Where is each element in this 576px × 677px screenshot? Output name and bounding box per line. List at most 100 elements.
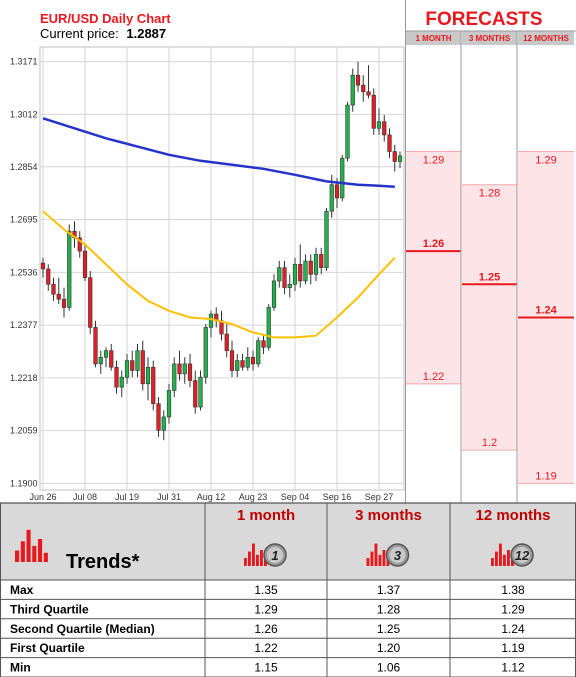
x-axis-ticks: Jun 26 Jul 08 Jul 19 Jul 31 Aug 12 Aug 23 Sep … (29, 492, 393, 502)
row-value: 1.24 (501, 622, 525, 636)
candle-body-down (83, 251, 87, 278)
row-label: Min (10, 661, 31, 675)
candle-body-up (267, 307, 271, 347)
candle-body-down (193, 380, 197, 407)
candle-body-down (309, 261, 313, 274)
x-tick-label: Sep 16 (323, 492, 352, 502)
forecast-band (406, 152, 461, 384)
candle-body-up (204, 327, 208, 377)
candle-body-up (256, 341, 260, 364)
candle-body-up (288, 284, 292, 287)
x-tick-label: Jul 19 (115, 492, 139, 502)
period-badge-icon: 12 (511, 544, 533, 566)
y-tick-label: 1.2536 (10, 267, 38, 277)
bar-glyph (260, 550, 263, 566)
bar-glyph (44, 553, 48, 562)
forecast-column-label: 3 MONTHS (469, 34, 511, 43)
y-tick-label: 1.2218 (10, 373, 38, 383)
candle-body-down (94, 327, 98, 364)
candle-body-up (104, 351, 108, 358)
bar-glyph (248, 552, 251, 566)
candle-body-up (293, 264, 297, 284)
candle-body-down (298, 264, 302, 281)
row-value: 1.38 (501, 583, 525, 597)
current-price-value: 1.2887 (126, 26, 166, 41)
candle-body-up (136, 351, 140, 371)
row-value: 1.37 (377, 583, 401, 597)
bar-glyph (383, 550, 386, 566)
candle-body-down (388, 135, 392, 152)
candle (256, 337, 260, 367)
trends-column-header: 1 month (237, 507, 295, 524)
row-value: 1.19 (501, 641, 525, 655)
candle-body-down (41, 263, 45, 269)
candle-body-up (272, 281, 276, 308)
candle-body-down (157, 404, 161, 431)
candle-body-down (57, 294, 61, 299)
candle-body-down (151, 367, 155, 404)
bar-glyph (252, 544, 255, 566)
candle-body-down (88, 278, 92, 328)
candle-body-down (109, 351, 113, 368)
bar-glyph (244, 558, 247, 566)
candle-body-down (225, 334, 229, 351)
forecast-median-label: 1.26 (423, 238, 444, 250)
forecast-divider (405, 0, 406, 503)
forecast-median-label: 1.24 (535, 304, 557, 316)
y-tick-label: 1.1900 (10, 478, 38, 488)
candle-body-up (340, 158, 344, 198)
bar-glyph (507, 550, 510, 566)
bar-glyph (495, 552, 498, 566)
candle-body-down (393, 152, 397, 162)
candle-body-up (246, 357, 250, 367)
x-tick-label: Jun 26 (29, 492, 56, 502)
candle (325, 208, 329, 271)
bar-glyph (499, 544, 502, 566)
row-value: 1.20 (377, 641, 401, 655)
candle-body-up (67, 231, 71, 307)
forecast-q3-label: 1.28 (479, 188, 500, 200)
row-value: 1.25 (377, 622, 401, 636)
candle-body-up (277, 268, 281, 281)
candle (204, 324, 208, 384)
candle (267, 304, 271, 350)
candle-body-down (356, 75, 360, 85)
row-value: 1.06 (377, 661, 401, 675)
period-badge-icon: 1 (264, 544, 286, 566)
candle-body-up (314, 254, 318, 274)
row-value: 1.26 (254, 622, 278, 636)
bar-glyph (371, 552, 374, 566)
x-tick-label: Aug 23 (239, 492, 268, 502)
candle-body-up (120, 377, 124, 387)
candle-body-down (130, 361, 134, 371)
x-tick-label: Jul 31 (157, 492, 181, 502)
bar-glyph (379, 555, 382, 566)
bar-glyph (15, 551, 19, 563)
row-value: 1.22 (254, 641, 278, 655)
forecast-band (462, 185, 517, 450)
candle (88, 271, 92, 334)
candle-body-down (283, 268, 287, 288)
x-tick-label: Aug 12 (197, 492, 226, 502)
candle-body-up (209, 314, 213, 327)
bar-glyph (503, 555, 506, 566)
candle-body-down (188, 364, 192, 381)
row-label: Third Quartile (10, 602, 89, 616)
y-tick-label: 1.2854 (10, 162, 38, 172)
candle-body-down (372, 95, 376, 128)
badge-label: 1 (271, 548, 278, 563)
forecasts-title: FORECASTS (425, 9, 542, 30)
candle (151, 361, 155, 411)
forecast-q3-label: 1.29 (423, 155, 444, 167)
current-price: Current price: 1.2887 (40, 26, 166, 41)
candle-body-down (367, 92, 371, 95)
bar-glyph (256, 555, 259, 566)
candle-body-up (125, 361, 129, 378)
badge-label: 12 (515, 548, 530, 563)
forecast-column-label: 1 MONTH (416, 34, 452, 43)
candle-body-down (319, 254, 323, 267)
candle-body-up (199, 377, 203, 407)
bar-glyph (38, 539, 42, 562)
candle-body-down (382, 122, 386, 135)
forecast-q1-label: 1.19 (535, 470, 556, 482)
